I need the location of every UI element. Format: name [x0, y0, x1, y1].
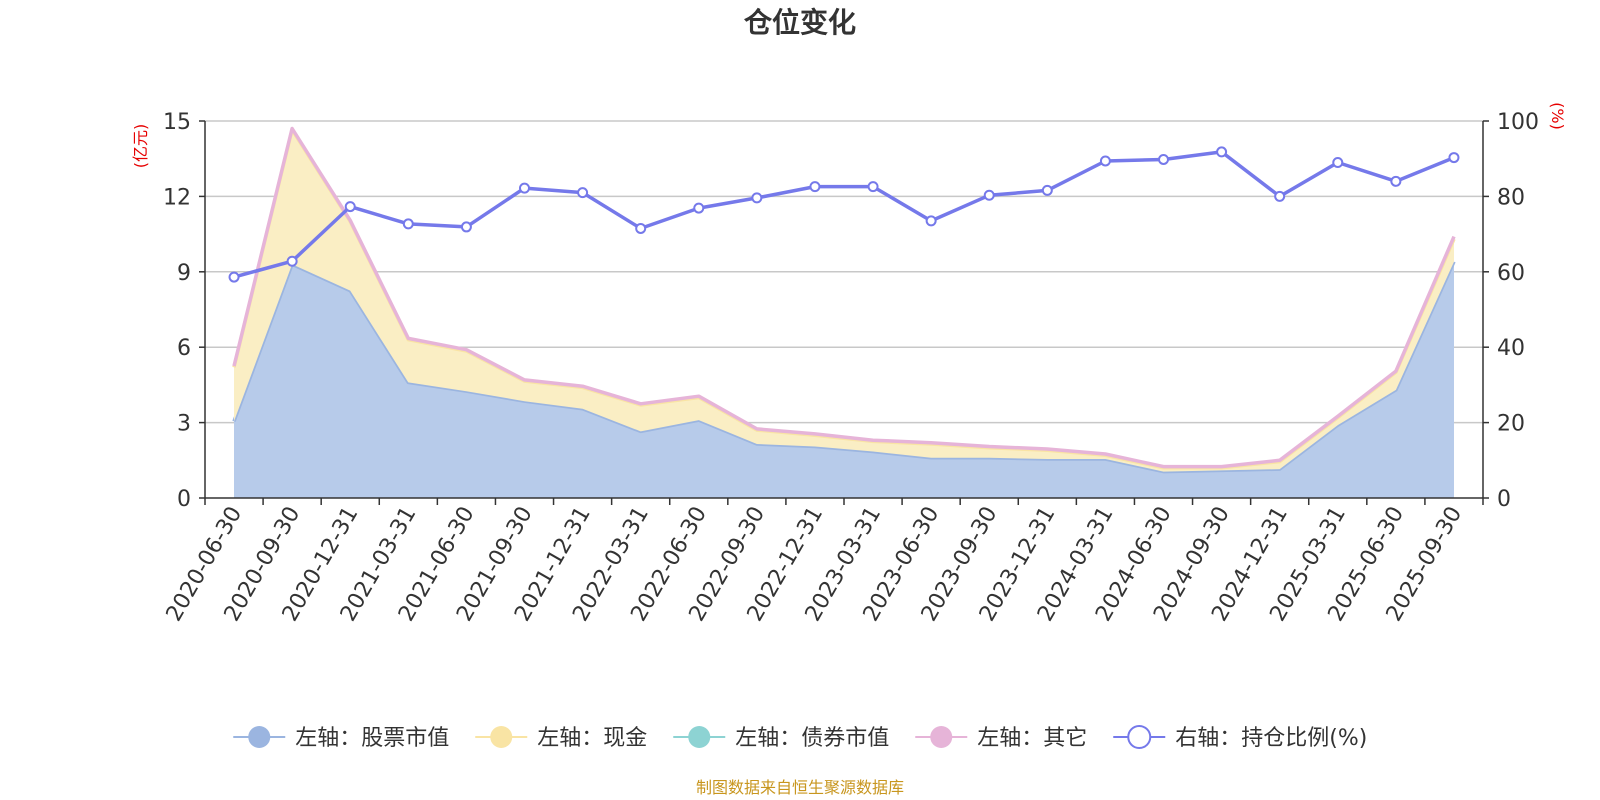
area-左轴：股票市值 [234, 261, 1454, 498]
stacked-areas [232, 126, 1456, 498]
legend-marker [930, 726, 953, 748]
ratio-point [577, 187, 589, 199]
ratio-point [286, 255, 298, 267]
left-tick-label: 6 [177, 336, 191, 361]
ratio-point [983, 189, 995, 201]
ratio-point [1448, 152, 1460, 164]
ratio-point [344, 201, 356, 213]
left-tick-label: 0 [177, 487, 191, 512]
legend-marker [688, 726, 711, 748]
legend-item: 左轴：其它 [915, 726, 1087, 751]
legend-marker [1127, 725, 1152, 749]
left-axis-unit: (亿元) [131, 124, 150, 169]
right-tick-label: 40 [1497, 336, 1525, 361]
legend-label: 左轴：债券市值 [735, 726, 889, 751]
left-tick-label: 9 [177, 261, 191, 286]
position-ratio-line [228, 146, 1460, 283]
ratio-point [751, 192, 763, 204]
ratio-point [1099, 155, 1111, 167]
right-tick-label: 60 [1497, 261, 1525, 286]
right-tick-label: 20 [1497, 412, 1525, 437]
ratio-point [1041, 184, 1053, 196]
area-左轴：现金 [234, 129, 1454, 472]
left-tick-label: 12 [163, 185, 191, 210]
legend-label: 右轴：持仓比例(%) [1175, 726, 1367, 751]
legend-label: 左轴：股票市值 [295, 726, 449, 751]
right-tick-label: 100 [1497, 110, 1539, 135]
ratio-point [1332, 156, 1344, 168]
legend-item: 右轴：持仓比例(%) [1113, 725, 1367, 751]
legend: 左轴：股票市值 左轴：现金 左轴：债券市值 左轴：其它 右轴：持仓比例(%) [233, 725, 1367, 751]
legend-item: 左轴：股票市值 [233, 726, 449, 751]
legend-label: 左轴：其它 [977, 726, 1087, 751]
ratio-point [635, 222, 647, 234]
chart-title: 仓位变化 [744, 6, 856, 39]
ratio-point [1274, 190, 1286, 202]
source-note: 制图数据来自恒生聚源数据库 [696, 778, 904, 797]
ratio-point [1390, 175, 1402, 187]
right-axis-unit: (%) [1548, 102, 1567, 130]
ratio-point [460, 221, 472, 233]
ratio-point [519, 182, 530, 194]
legend-item: 左轴：债券市值 [673, 726, 889, 751]
ratio-point [693, 202, 705, 214]
right-tick-label: 80 [1497, 185, 1525, 210]
ratio-point [1158, 153, 1169, 165]
ratio-point [228, 271, 240, 283]
ratio-point [402, 218, 414, 230]
ratio-line-path [233, 150, 1455, 279]
legend-marker [490, 726, 513, 748]
left-tick-label: 15 [163, 110, 191, 135]
legend-label: 左轴：现金 [537, 726, 647, 751]
ratio-point [867, 181, 879, 193]
ratio-point [809, 181, 821, 193]
right-tick-label: 0 [1497, 487, 1511, 512]
ratio-point [1216, 146, 1228, 158]
ratio-point [925, 215, 937, 227]
legend-item: 左轴：现金 [475, 726, 647, 751]
left-tick-label: 3 [177, 412, 191, 437]
legend-marker [248, 726, 271, 748]
area-edge-左轴：其它 [232, 126, 1456, 469]
